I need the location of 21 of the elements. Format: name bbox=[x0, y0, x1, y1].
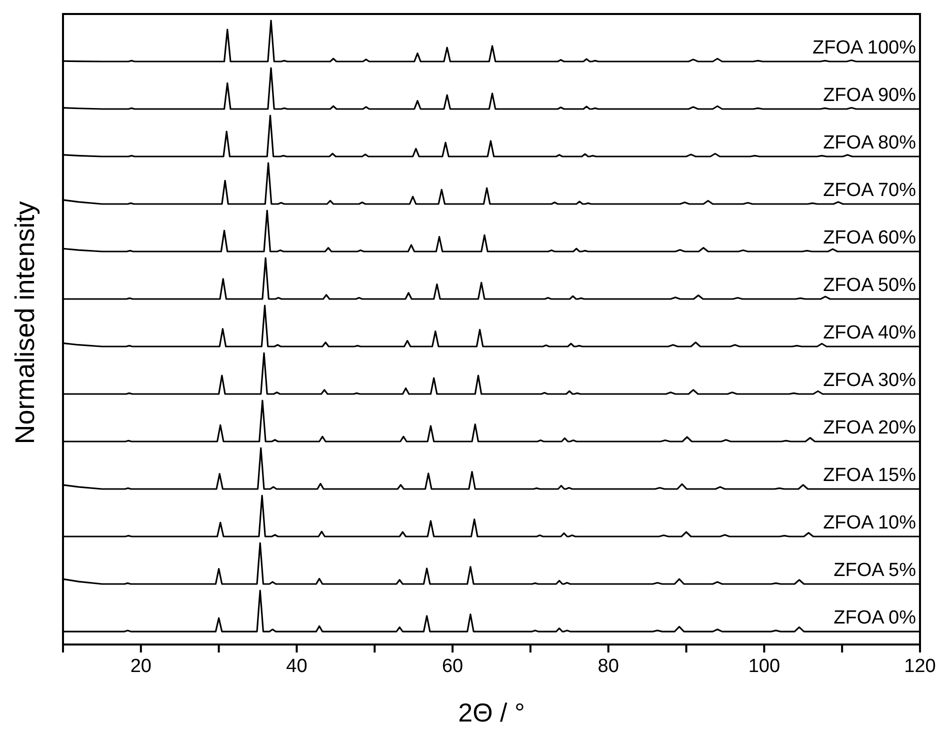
series-label: ZFOA 15% bbox=[823, 465, 916, 486]
series-label: ZFOA 50% bbox=[823, 275, 916, 296]
x-tick-label: 20 bbox=[130, 656, 152, 677]
series-label: ZFOA 80% bbox=[823, 132, 916, 154]
series-label: ZFOA 70% bbox=[823, 180, 916, 201]
series-label: ZFOA 20% bbox=[823, 418, 916, 438]
x-axis-title: 2Θ / ° bbox=[458, 698, 525, 728]
series-label: ZFOA 90% bbox=[823, 85, 916, 106]
y-axis-title: Normalised intensity bbox=[10, 200, 40, 444]
x-tick-label: 100 bbox=[748, 656, 780, 677]
x-tick-label: 120 bbox=[904, 656, 936, 677]
x-tick-label: 40 bbox=[286, 656, 308, 677]
x-tick-label: 60 bbox=[442, 656, 464, 677]
series-label: ZFOA 5% bbox=[834, 560, 916, 581]
series-label: ZFOA 30% bbox=[823, 370, 916, 391]
series-label: ZFOA 100% bbox=[812, 38, 916, 58]
series-label: ZFOA 10% bbox=[823, 512, 916, 534]
series-label: ZFOA 40% bbox=[823, 322, 916, 344]
x-tick-label: 80 bbox=[598, 656, 619, 677]
series-label: ZFOA 0% bbox=[834, 608, 916, 628]
series-label: ZFOA 60% bbox=[823, 228, 916, 248]
